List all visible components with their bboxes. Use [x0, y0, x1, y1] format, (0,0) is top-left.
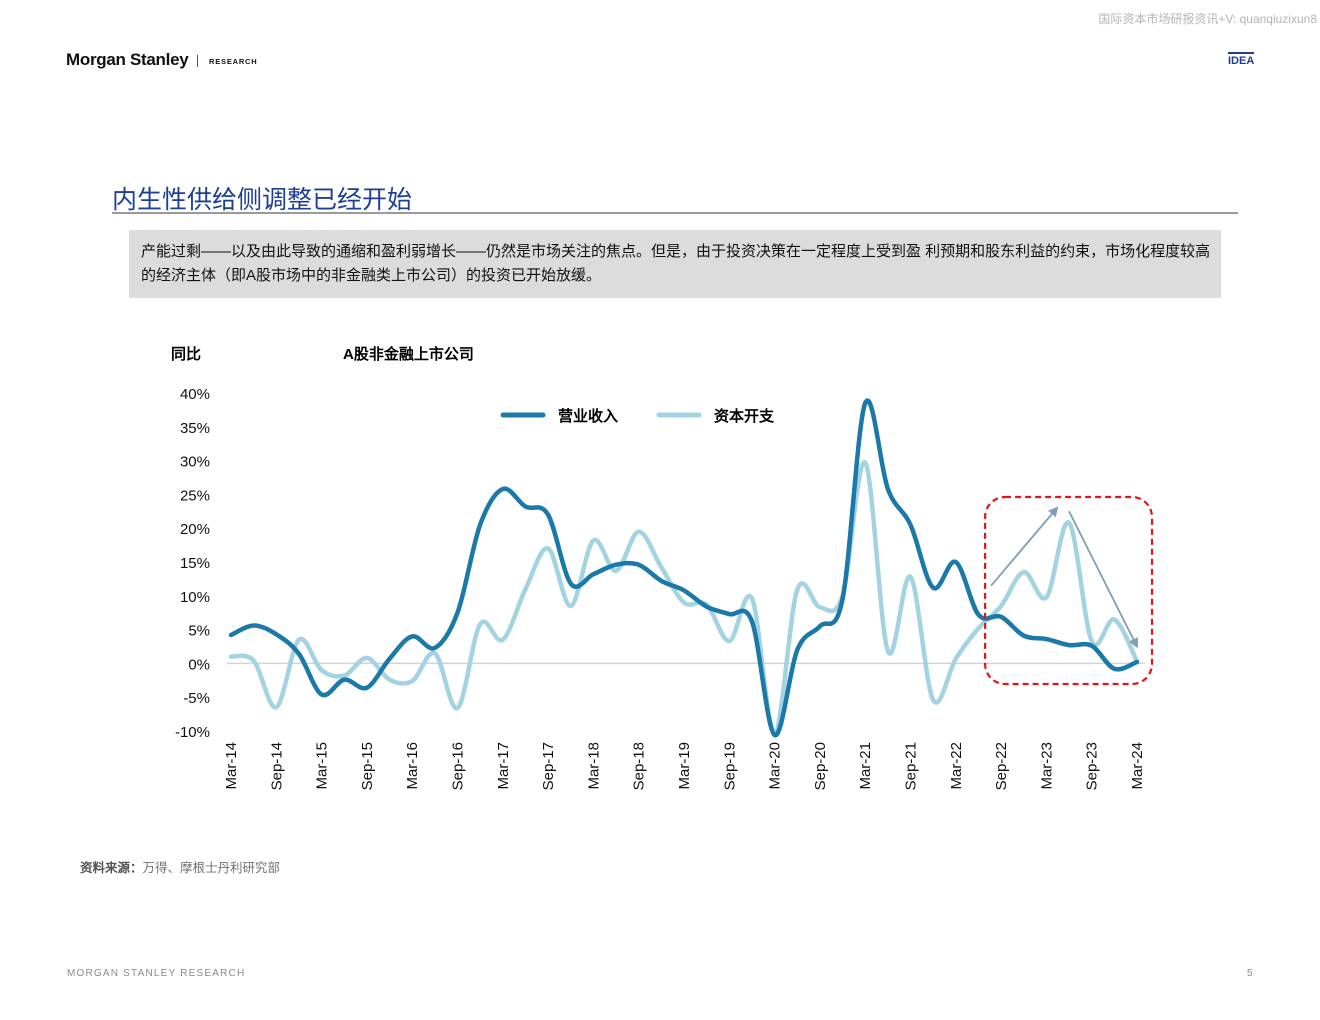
y-tick-label: 25% [180, 487, 210, 504]
x-tick-label: Sep-21 [903, 742, 920, 790]
source-text: 万得、摩根士丹利研究部 [142, 861, 281, 875]
x-tick-label: Sep-23 [1084, 742, 1101, 790]
y-tick-label: 0% [188, 656, 210, 673]
x-tick-label: Mar-22 [948, 742, 965, 790]
summary-box: 产能过剩——以及由此导致的通缩和盈利弱增长——仍然是市场关注的焦点。但是，由于投… [129, 230, 1221, 298]
x-tick-label: Mar-21 [857, 742, 874, 790]
legend-label: 资本开支 [714, 407, 775, 425]
page-number: 5 [1247, 968, 1253, 979]
y-tick-label: -5% [183, 690, 210, 707]
x-tick-label: Mar-20 [767, 742, 784, 790]
y-tick-label: 20% [180, 521, 210, 538]
x-tick-label: Mar-14 [223, 742, 240, 790]
page-title: 内生性供给侧调整已经开始 [112, 185, 413, 214]
x-tick-label: Sep-16 [450, 742, 467, 790]
series-line-capex [228, 460, 1140, 736]
x-tick-label: Sep-17 [540, 742, 557, 790]
source-note: 资料来源：万得、摩根士丹利研究部 [80, 857, 280, 876]
x-tick-label: Mar-23 [1038, 742, 1055, 790]
y-tick-label: -10% [175, 724, 210, 741]
y-tick-label: 5% [188, 623, 210, 640]
x-tick-label: Mar-19 [676, 742, 693, 790]
x-tick-label: Mar-16 [404, 742, 421, 790]
x-tick-label: Sep-14 [268, 742, 285, 790]
idea-badge: IDEA [1228, 52, 1255, 67]
legend-label: 营业收入 [558, 407, 618, 425]
x-tick-label: Sep-20 [812, 742, 829, 790]
watermark: 国际资本市场研报资讯+V: quanqiuzixun8 [1098, 12, 1317, 26]
y-tick-label: 35% [180, 420, 210, 437]
y-tick-label: 15% [180, 555, 210, 572]
y-tick-label: 10% [180, 589, 210, 606]
y-tick-label: 30% [180, 454, 210, 471]
brand-divider [197, 55, 198, 67]
brand-subtitle: RESEARCH [209, 57, 258, 66]
brand-logo: Morgan Stanley [66, 50, 189, 69]
series-line-revenue [228, 398, 1140, 738]
footer-brand: MORGAN STANLEY RESEARCH [67, 968, 246, 979]
highlight-box [983, 495, 1154, 686]
x-tick-label: Sep-15 [359, 742, 376, 790]
title-divider [112, 212, 1238, 214]
x-tick-label: Mar-17 [495, 742, 512, 790]
y-tick-label: 40% [180, 386, 210, 403]
chart-title: A股非金融上市公司 [343, 346, 474, 363]
y-axis-title: 同比 [171, 346, 202, 363]
trend-arrow-up [990, 506, 1059, 587]
x-tick-label: Sep-19 [721, 742, 738, 790]
source-label: 资料来源： [80, 861, 143, 875]
x-tick-label: Sep-22 [993, 742, 1010, 790]
x-tick-label: Sep-18 [631, 742, 648, 790]
x-tick-label: Mar-24 [1129, 742, 1146, 790]
trend-arrow-down [1068, 510, 1138, 649]
x-tick-label: Mar-15 [314, 742, 331, 790]
x-tick-label: Mar-18 [585, 742, 602, 790]
